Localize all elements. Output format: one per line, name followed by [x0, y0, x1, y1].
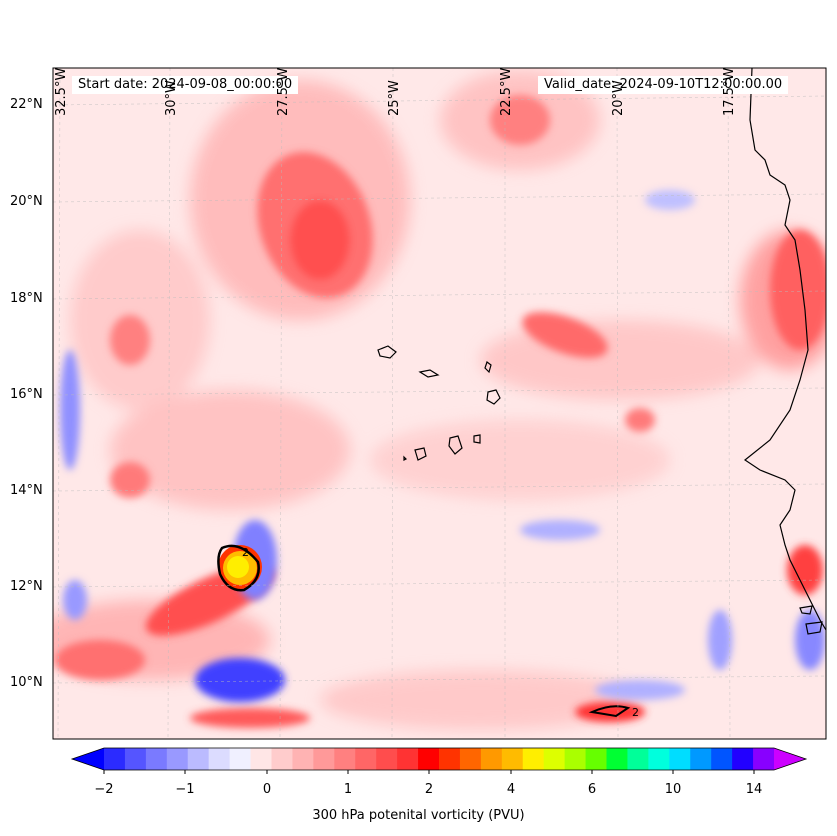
colorbar-tick-label: 6 [587, 782, 597, 797]
lat-label: 14°N [10, 483, 43, 498]
colorbar-swatch [166, 748, 189, 770]
colorbar-tick-label: 2 [424, 782, 434, 797]
colorbar-swatch [501, 748, 524, 770]
colorbar-swatch [313, 748, 335, 770]
colorbar-swatch [145, 748, 168, 770]
lat-label: 16°N [10, 387, 43, 402]
colorbar-swatch [543, 748, 566, 770]
colorbar-swatch [606, 748, 628, 770]
colorbar-swatch [187, 748, 210, 770]
lat-label: 22°N [10, 97, 43, 112]
colorbar-swatch [124, 748, 147, 770]
colorbar-swatch [690, 748, 712, 770]
lon-label: 32.5°W [54, 67, 69, 116]
colorbar-swatch [459, 748, 482, 770]
lon-label: 22.5°W [499, 67, 514, 116]
colorbar-swatch [732, 748, 754, 770]
coastline [377, 68, 826, 635]
colorbar-tick-label: 1 [343, 782, 353, 797]
lon-label: 25°W [387, 80, 402, 116]
colorbar-swatch [208, 748, 231, 770]
colorbar-swatch [585, 748, 607, 770]
colorbar-tick-label: 0 [262, 782, 272, 797]
colorbar-tick-label: −1 [175, 782, 195, 797]
pv-field [53, 68, 826, 739]
colorbar-swatch [480, 748, 503, 770]
colorbar-swatch [250, 748, 272, 770]
valid-date: Valid_date: 2024-09-10T12:00:00.00 [538, 76, 789, 94]
colorbar-extend-low [72, 748, 104, 770]
colorbar-tick-label: 14 [745, 782, 763, 797]
lat-label: 10°N [10, 675, 43, 690]
colorbar-swatch [104, 748, 126, 770]
colorbar-tick-label: −2 [94, 782, 114, 797]
colorbar-swatch [669, 748, 691, 770]
colorbar-tick-label: 10 [664, 782, 682, 797]
colorbar [70, 747, 808, 774]
colorbar-label: 300 hPa potenital vorticity (PVU) [312, 808, 525, 823]
lon-label: 30°W [164, 80, 179, 116]
colorbar-swatch [439, 748, 461, 770]
colorbar-swatch [334, 748, 356, 770]
colorbar-swatch [376, 748, 398, 770]
colorbar-swatch [711, 748, 733, 770]
colorbar-tick-label: 4 [506, 782, 516, 797]
colorbar-swatch [753, 748, 775, 770]
colorbar-swatch [355, 748, 377, 770]
lat-label: 20°N [10, 194, 43, 209]
colorbar-swatch [522, 748, 545, 770]
colorbar-swatch [564, 748, 587, 770]
contour-label: 2 [242, 546, 249, 559]
colorbar-swatch [397, 748, 419, 770]
colorbar-swatch [292, 748, 314, 770]
colorbar-swatch [271, 748, 293, 770]
colorbar-extend-high [774, 748, 806, 770]
colorbar-swatch [229, 748, 252, 770]
lon-label: 27.5°W [276, 67, 291, 116]
lat-label: 18°N [10, 291, 43, 306]
lon-label: 20°W [611, 80, 626, 116]
contour-label-2: 2 [632, 706, 639, 719]
colorbar-swatch [648, 748, 670, 770]
lat-label: 12°N [10, 579, 43, 594]
colorbar-swatch [627, 748, 649, 770]
start-date: Start date: 2024-09-08_00:00:00 [72, 76, 299, 94]
colorbar-swatch [418, 748, 440, 770]
lon-label: 17.5°W [722, 67, 737, 116]
